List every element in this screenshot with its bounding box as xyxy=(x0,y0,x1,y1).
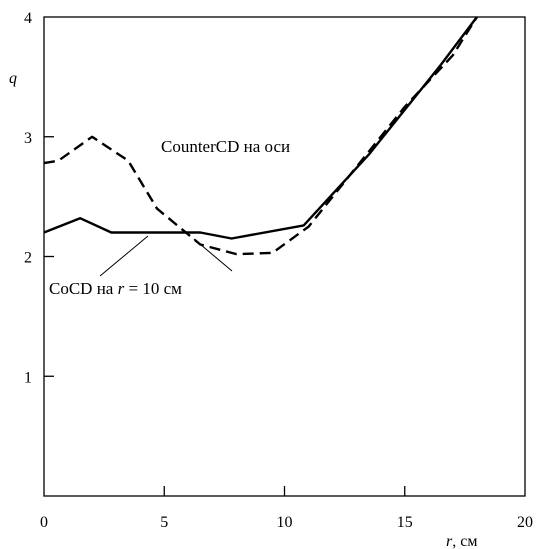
x-tick-label: 15 xyxy=(397,514,413,531)
leader-line-countercd xyxy=(193,238,233,272)
x-axis-label-unit: , см xyxy=(452,533,477,549)
x-tick-label: 10 xyxy=(277,514,293,531)
series-group xyxy=(43,16,478,256)
y-tick-label: 4 xyxy=(24,10,32,27)
x-tick-label: 5 xyxy=(160,514,168,531)
annotation-countercd: CounterCD на оси xyxy=(161,137,290,156)
y-axis-label: q xyxy=(9,70,17,87)
y-tick-label: 3 xyxy=(24,130,32,147)
annotation-cocd: CoCD на r = 10 см xyxy=(49,279,182,298)
y-axis: 1 2 3 4 xyxy=(24,10,54,386)
y-tick-label: 1 xyxy=(24,369,32,386)
annotation-cocd-main: CoCD на xyxy=(49,279,118,298)
series-line-countercd xyxy=(43,16,478,256)
plot-frame xyxy=(43,16,526,497)
leader-line-cocd xyxy=(99,235,149,277)
annotation-cocd-tail: = 10 см xyxy=(124,279,182,298)
x-axis-label: r, см xyxy=(446,533,477,549)
y-tick-label: 2 xyxy=(24,250,32,267)
x-axis-label-var: r xyxy=(446,533,453,549)
x-tick-label: 0 xyxy=(40,514,48,531)
annotation-cocd-var: r xyxy=(118,279,125,298)
x-tick-label: 20 xyxy=(517,514,533,531)
x-axis: 0 5 10 15 20 xyxy=(40,486,533,531)
series-line-cocd xyxy=(43,16,478,240)
